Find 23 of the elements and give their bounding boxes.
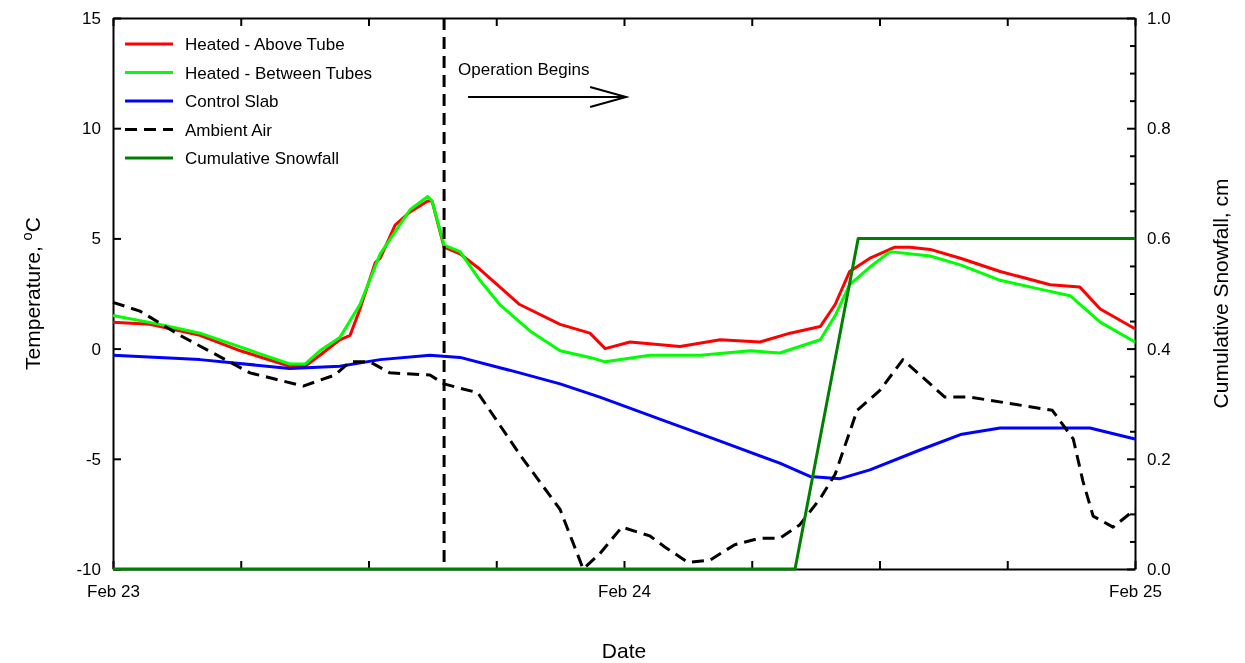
legend-label: Ambient Air: [185, 120, 273, 140]
y2-axis-title: Cumulative Snowfall, cm: [1209, 178, 1232, 409]
x-axis-title: Date: [601, 639, 647, 662]
y-tick-label: -5: [85, 449, 101, 469]
y2-tick-label: 1.0: [1147, 8, 1171, 28]
y-tick-label: 15: [82, 8, 101, 28]
legend-label: Heated - Between Tubes: [185, 63, 373, 83]
y-tick-label: 0: [91, 339, 101, 359]
legend-label: Heated - Above Tube: [185, 35, 345, 54]
legend-label: Control Slab: [185, 92, 279, 111]
y2-tick-label: 0.4: [1147, 339, 1171, 359]
y-tick-label: 10: [82, 119, 101, 139]
y2-tick-label: 0.2: [1147, 449, 1171, 469]
x-tick-label: Feb 23: [87, 582, 140, 602]
x-tick-label: Feb 25: [1109, 582, 1162, 602]
ref-line-label: Operation Begins: [458, 60, 590, 79]
x-tick-label: Feb 24: [598, 582, 651, 602]
y-tick-label: 5: [91, 229, 101, 249]
y2-tick-label: 0.6: [1147, 229, 1171, 249]
legend-label: Cumulative Snowfall: [185, 149, 340, 168]
y-tick-label: -10: [76, 559, 101, 579]
y2-tick-label: 0.0: [1147, 559, 1171, 579]
y2-tick-label: 0.8: [1147, 119, 1171, 139]
